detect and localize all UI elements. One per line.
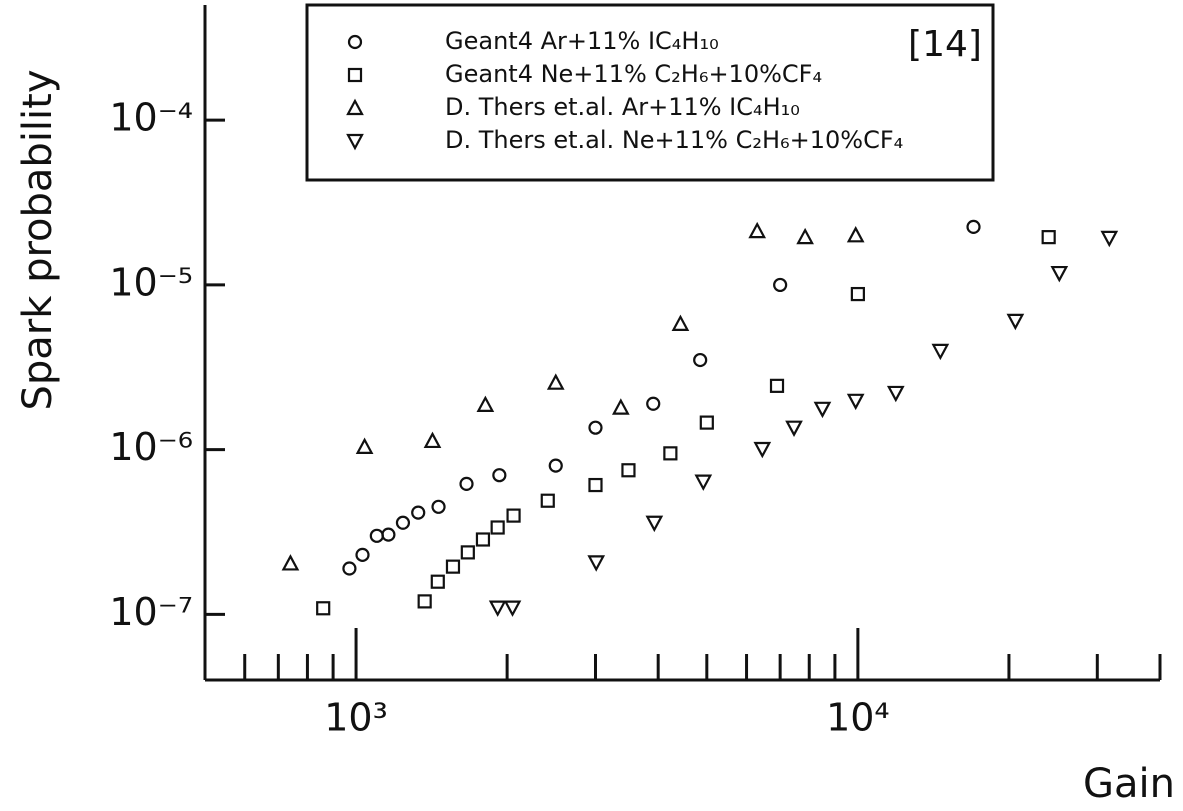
- point: [346, 98, 364, 116]
- point: [671, 314, 690, 331]
- point: [748, 221, 767, 239]
- y-tick-label: 10⁻⁶: [109, 425, 193, 469]
- point: [621, 463, 636, 478]
- point: [966, 219, 981, 234]
- point: [850, 286, 865, 302]
- point: [503, 600, 522, 617]
- point: [476, 395, 495, 412]
- y-tick-label: 10⁻⁷: [109, 590, 193, 634]
- legend-label: D. Thers et.al. Ne+11% C₂H₆+10%CF₄: [445, 126, 903, 154]
- point: [1100, 230, 1119, 248]
- point: [316, 601, 331, 616]
- point: [381, 527, 396, 542]
- point: [645, 515, 664, 533]
- point: [411, 505, 426, 520]
- point: [346, 133, 364, 151]
- legend-label: D. Thers et.al. Ar+11% IC₄H₁₀: [445, 93, 800, 121]
- point: [355, 437, 374, 454]
- point: [694, 474, 713, 491]
- point: [430, 574, 445, 589]
- legend-label: Geant4 Ne+11% C₂H₆+10%CF₄: [445, 60, 822, 88]
- point: [548, 458, 563, 473]
- point: [488, 600, 507, 617]
- point: [445, 559, 461, 574]
- point: [423, 431, 442, 449]
- point: [490, 520, 505, 535]
- point: [431, 499, 446, 514]
- point: [769, 378, 785, 393]
- point: [753, 441, 772, 459]
- point: [931, 343, 950, 361]
- y-axis-label: Spark probability: [15, 69, 61, 410]
- point: [886, 385, 905, 403]
- point: [460, 545, 475, 560]
- x-tick-label: 10⁴: [826, 696, 890, 740]
- legend-box: [305, 3, 995, 182]
- x-tick-label: 10³: [324, 696, 388, 740]
- point: [395, 515, 411, 530]
- point: [813, 401, 832, 419]
- point: [347, 67, 363, 83]
- point: [475, 532, 491, 547]
- point: [369, 528, 384, 543]
- y-tick-label: 10⁻⁴: [109, 96, 193, 140]
- point: [1041, 230, 1056, 245]
- point: [417, 594, 432, 609]
- point: [281, 554, 300, 571]
- point: [506, 508, 521, 523]
- y-tick-label: 10⁻⁵: [109, 260, 193, 304]
- point: [1006, 313, 1025, 331]
- point: [773, 277, 788, 293]
- point: [587, 555, 606, 572]
- point: [646, 396, 661, 411]
- point: [355, 547, 370, 562]
- point: [492, 468, 507, 483]
- point: [796, 227, 814, 245]
- point: [663, 446, 678, 461]
- point: [540, 493, 555, 508]
- point: [846, 226, 865, 243]
- point: [588, 477, 603, 493]
- point: [588, 420, 603, 435]
- point: [611, 398, 630, 415]
- point: [347, 34, 363, 50]
- annotation: [14]: [908, 24, 982, 65]
- legend-label: Geant4 Ar+11% IC₄H₁₀: [445, 27, 719, 55]
- point: [846, 393, 865, 411]
- point: [459, 476, 474, 491]
- point: [1050, 265, 1069, 283]
- point: [699, 415, 714, 430]
- point: [693, 352, 708, 368]
- point: [342, 561, 357, 576]
- point: [785, 420, 803, 437]
- point: [546, 373, 565, 390]
- x-axis-label: Gain: [1083, 761, 1175, 807]
